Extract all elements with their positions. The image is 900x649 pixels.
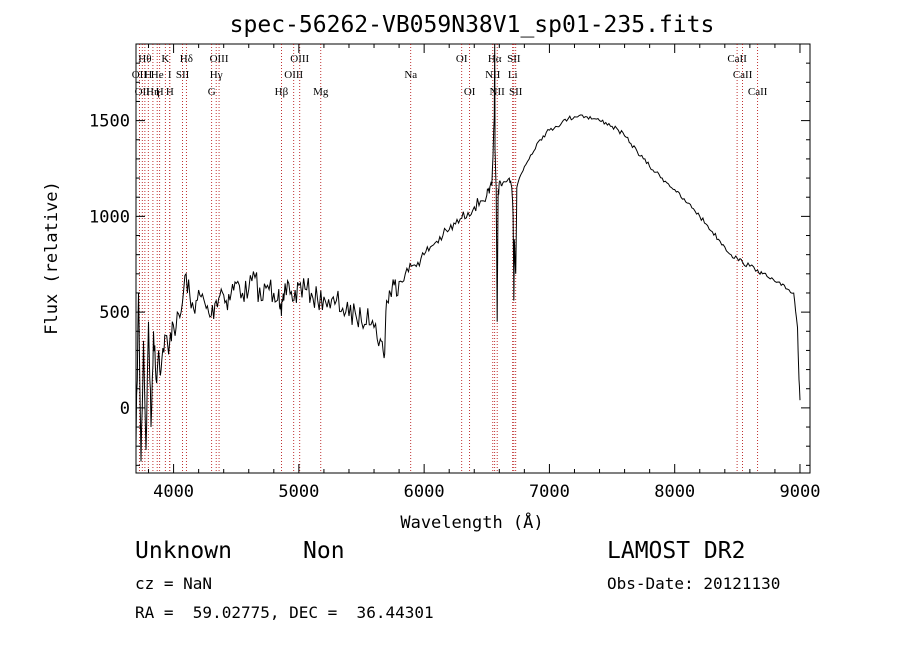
- x-tick-label-1: 5000: [278, 482, 319, 502]
- x-tick-label-2: 6000: [404, 482, 445, 502]
- x-tick-label-3: 7000: [529, 482, 570, 502]
- line-label-13: Hγ: [210, 69, 223, 81]
- subclass-label: Non: [303, 538, 345, 564]
- obs-date-text: Obs-Date: 20121130: [607, 574, 781, 593]
- x-tick-label-5: 9000: [780, 482, 821, 502]
- y-axis-ticks: 0 500 1000 1500: [89, 62, 810, 466]
- line-label-0: OII: [132, 69, 148, 81]
- y-tick-label-2: 1000: [89, 207, 130, 227]
- x-tick-label-0: 4000: [153, 482, 194, 502]
- line-label-19: Na: [404, 69, 417, 81]
- line-label-29: CaII: [733, 69, 753, 81]
- line-label-18: Mg: [313, 86, 329, 98]
- line-label-15: Hβ: [275, 86, 289, 98]
- line-label-20: OI: [456, 53, 468, 65]
- line-label-12: G: [208, 86, 216, 98]
- spectrum-trace: [135, 43, 801, 462]
- line-label-16: OIII: [284, 69, 303, 81]
- line-label-8: I: [168, 69, 172, 81]
- spectral-line-markers: [138, 44, 759, 473]
- line-label-3: H: [144, 69, 152, 81]
- line-label-22: NII: [485, 69, 501, 81]
- line-label-17: OIII: [290, 53, 309, 65]
- line-label-24: NII: [490, 86, 506, 98]
- chart-title: spec-56262-VB059N38V1_sp01-235.fits: [230, 12, 715, 38]
- line-label-2: Hθ: [138, 53, 151, 65]
- x-axis-label: Wavelength (Å): [400, 511, 543, 533]
- line-label-4: Hη: [146, 86, 160, 98]
- y-axis-label: Flux (relative): [42, 181, 62, 335]
- survey-label: LAMOST DR2: [607, 538, 746, 564]
- y-tick-label-3: 1500: [89, 112, 130, 132]
- spectral-line-labels: OIIOIIHθHHηHeHKIHSIIHδGHγOIIIHβOIIIOIIIM…: [132, 53, 768, 98]
- y-tick-label-1: 500: [99, 303, 130, 323]
- line-label-27: SII: [509, 86, 523, 98]
- line-label-30: CaII: [748, 86, 768, 98]
- line-label-7: K: [161, 53, 169, 65]
- line-label-9: H: [166, 86, 174, 98]
- x-axis-ticks: 4000 5000 6000 7000 8000 9000: [148, 44, 821, 502]
- line-label-28: CaII: [727, 53, 747, 65]
- line-label-10: SII: [176, 69, 190, 81]
- line-label-26: SII: [507, 53, 521, 65]
- line-label-21: OI: [464, 86, 476, 98]
- line-label-6: H: [156, 86, 164, 98]
- class-label: Unknown: [135, 538, 232, 564]
- line-label-14: OIII: [210, 53, 229, 65]
- x-tick-label-4: 8000: [654, 482, 695, 502]
- redshift-text: cz = NaN: [135, 574, 213, 593]
- line-label-25: Li: [508, 69, 518, 81]
- line-label-1: OII: [135, 86, 151, 98]
- spectrum-line: [135, 43, 801, 462]
- line-label-5: He: [151, 69, 164, 81]
- coordinates-text: RA = 59.02775, DEC = 36.44301: [135, 603, 434, 622]
- y-tick-label-0: 0: [120, 399, 130, 419]
- plot-frame: [135, 43, 811, 474]
- line-label-11: Hδ: [180, 53, 193, 65]
